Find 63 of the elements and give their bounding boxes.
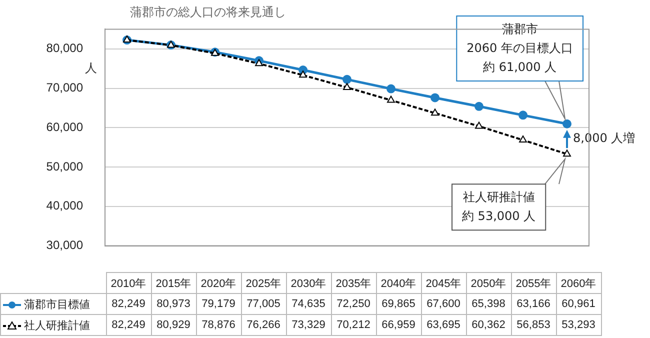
y-tick-label: 80,000 bbox=[46, 41, 84, 56]
data-label: 74,635 bbox=[286, 294, 331, 314]
annotation: 蒲郡市 bbox=[502, 22, 538, 36]
x-tick-label: 2045年 bbox=[421, 272, 466, 294]
x-tick-label: 2050年 bbox=[466, 272, 511, 294]
y-tick-label: 50,000 bbox=[46, 159, 84, 174]
data-label: 60,362 bbox=[466, 314, 511, 336]
y-tick-label: 60,000 bbox=[46, 120, 84, 134]
data-label: 76,266 bbox=[241, 314, 286, 336]
data-label: 73,329 bbox=[286, 314, 331, 336]
annotation: 約 53,000 人 bbox=[462, 209, 536, 224]
chart-title: 蒲郡市の総人口の将来見通し bbox=[130, 4, 286, 21]
data-label: 67,600 bbox=[421, 294, 466, 314]
x-tick-label: 2040年 bbox=[376, 272, 421, 294]
point bbox=[342, 74, 352, 84]
data-label: 82,249 bbox=[106, 294, 151, 314]
data-label: 80,929 bbox=[151, 314, 196, 336]
data-label: 53,293 bbox=[556, 314, 601, 336]
data-label: 70,212 bbox=[331, 314, 376, 336]
point bbox=[343, 82, 351, 90]
y-tick-label: 70,000 bbox=[46, 80, 84, 95]
x-tick-label: 2010年 bbox=[106, 272, 151, 294]
x-tick-label: 2055年 bbox=[511, 272, 556, 294]
data-label: 82,249 bbox=[106, 314, 151, 336]
x-tick-label: 2015年 bbox=[151, 272, 196, 294]
point bbox=[562, 119, 572, 128]
x-tick-label: 2025年 bbox=[241, 272, 286, 294]
data-label: 72,250 bbox=[331, 294, 376, 314]
point bbox=[431, 108, 439, 116]
data-label: 77,005 bbox=[241, 294, 286, 314]
data-label: 69,865 bbox=[376, 294, 421, 314]
point bbox=[563, 150, 571, 157]
y-axis-title: 人 bbox=[85, 61, 97, 76]
legend-label: 社人研推計値 bbox=[0, 314, 106, 336]
point bbox=[475, 122, 483, 129]
point bbox=[299, 70, 307, 78]
data-label: 56,853 bbox=[511, 314, 556, 336]
x-tick-label: 2020年 bbox=[196, 272, 241, 294]
annotation: 2060 年の目標人口 bbox=[466, 41, 574, 56]
data-label: 78,876 bbox=[196, 314, 241, 336]
point bbox=[430, 93, 440, 102]
annotation: 約 61,000 人 bbox=[483, 60, 557, 74]
data-label: 60,961 bbox=[556, 294, 601, 314]
annotation: 8,000 人増 bbox=[573, 131, 636, 146]
x-tick-label: 2035年 bbox=[331, 272, 376, 294]
point bbox=[474, 102, 484, 111]
y-tick-label: 30,000 bbox=[46, 238, 84, 252]
data-label: 65,398 bbox=[466, 294, 511, 314]
legend-label: 蒲郡市目標値 bbox=[0, 294, 106, 314]
point bbox=[255, 59, 263, 66]
x-tick-label: 2060年 bbox=[556, 272, 601, 294]
point bbox=[387, 96, 395, 103]
annotation: 社人研推計値 bbox=[462, 190, 535, 204]
data-label: 79,179 bbox=[196, 294, 241, 314]
data-label: 80,973 bbox=[151, 294, 196, 314]
y-tick-label: 40,000 bbox=[46, 198, 84, 213]
data-label: 66,959 bbox=[376, 314, 421, 336]
data-label: 63,166 bbox=[511, 294, 556, 314]
x-tick-label: 2030年 bbox=[286, 272, 331, 294]
point bbox=[518, 110, 528, 120]
point bbox=[386, 84, 396, 94]
data-label: 63,695 bbox=[421, 314, 466, 336]
point bbox=[519, 136, 527, 143]
